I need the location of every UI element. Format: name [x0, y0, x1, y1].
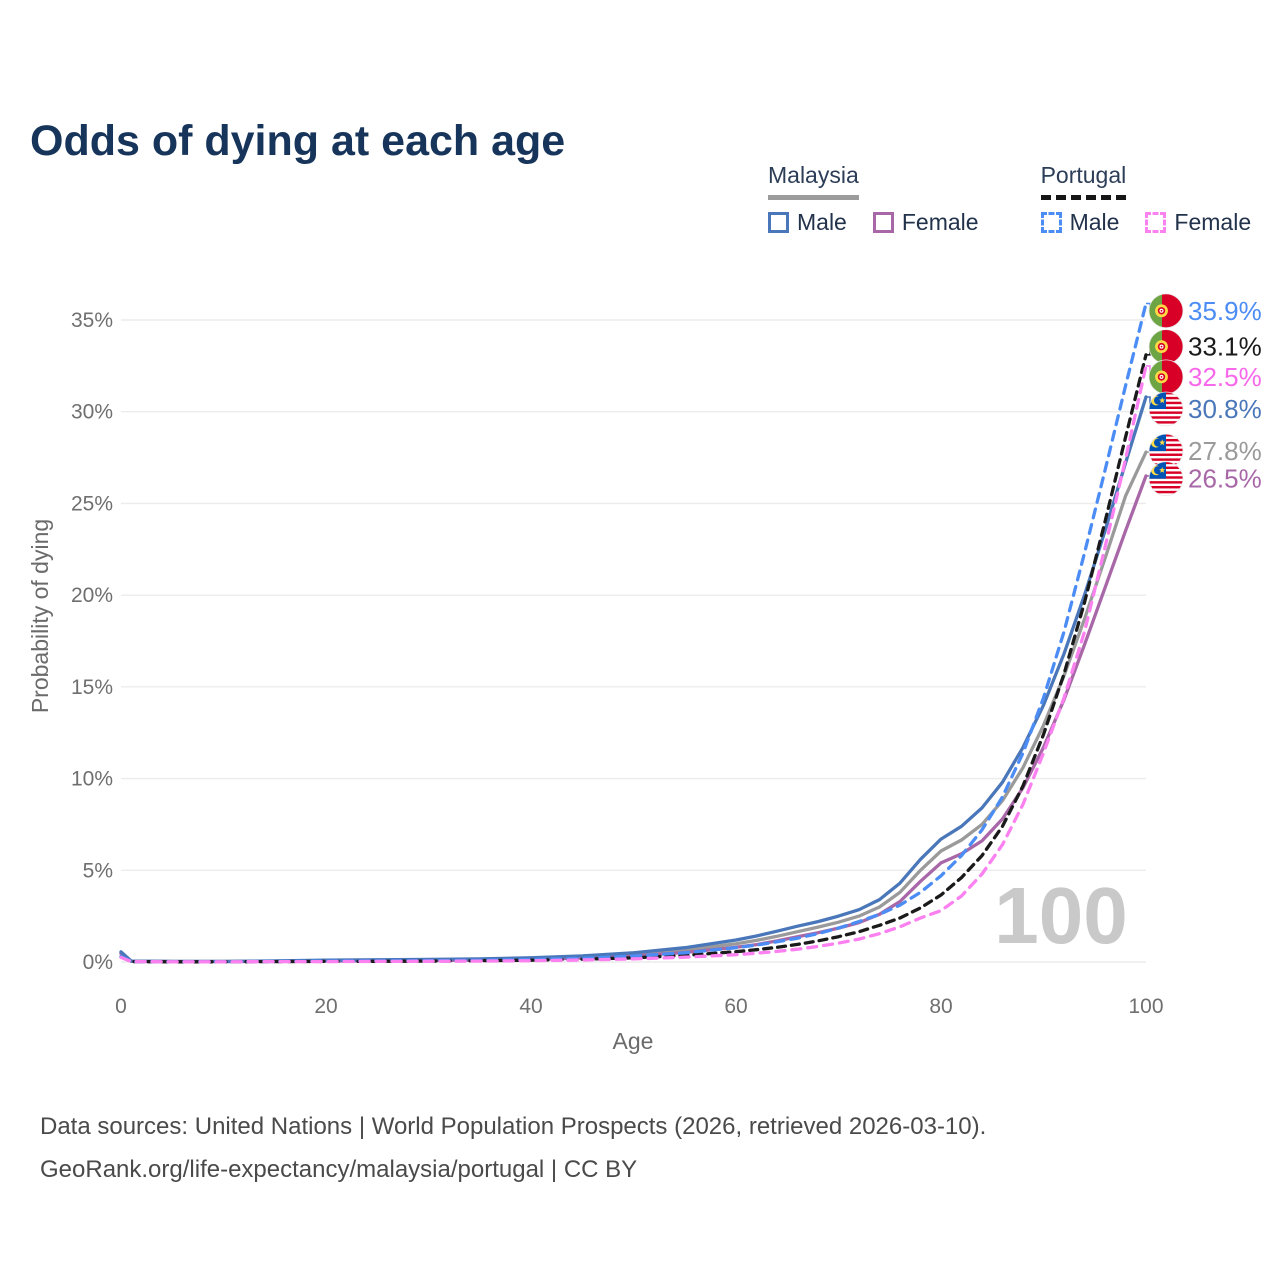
portugal-male-swatch-icon	[1040, 212, 1062, 233]
hovered-age-watermark: 100	[994, 871, 1127, 960]
portugal-female-swatch-icon	[1145, 212, 1167, 233]
malaysia-female-swatch-icon	[872, 212, 894, 233]
series-end-labels: 35.9% 33.1%32.5%30.8% 27.8%26.5%	[1146, 294, 1262, 496]
y-tick-label: 20%	[71, 584, 113, 607]
x-tick-label: 60	[724, 995, 747, 1018]
legend-country-malaysia[interactable]: Malaysia	[768, 162, 859, 200]
y-tick-label: 15%	[71, 676, 113, 699]
legend-item-label: Female	[1174, 209, 1252, 235]
series-line-malaysia-female[interactable]	[119, 474, 1148, 964]
series-line-malaysia-all[interactable]	[119, 450, 1148, 964]
malaysia-flag-icon	[1149, 462, 1183, 496]
end-value-label-portugal-all: 33.1%	[1188, 332, 1262, 362]
end-value-label-malaysia-male: 30.8%	[1188, 394, 1262, 424]
end-value-label-malaysia-all: 27.8%	[1188, 436, 1262, 466]
legend-item-malaysia-male[interactable]: Male	[768, 209, 847, 236]
y-tick-label: 30%	[71, 401, 113, 424]
legend-item-portugal-female[interactable]: Female	[1145, 209, 1251, 236]
malaysia-male-swatch-icon	[768, 212, 789, 233]
data-sources-text: Data sources: United Nations | World Pop…	[40, 1113, 987, 1140]
legend-items-malaysia: Male Female	[768, 209, 979, 236]
x-tick-label: 100	[1128, 995, 1163, 1018]
legend-country-portugal[interactable]: Portugal	[1040, 162, 1127, 200]
footer: Data sources: United Nations | World Pop…	[40, 1106, 986, 1191]
legend-group-portugal: Portugal Male Female	[1040, 162, 1251, 236]
y-axis-tick-labels: 0% 5% 10% 15% 20% 25% 30% 35%	[71, 309, 113, 974]
legend-item-portugal-male[interactable]: Male	[1040, 209, 1120, 236]
y-tick-label: 25%	[71, 492, 113, 515]
x-tick-label: 80	[929, 995, 952, 1018]
series-line-portugal-male[interactable]	[119, 301, 1148, 964]
x-tick-label: 40	[519, 995, 542, 1018]
malaysia-flag-icon	[1149, 392, 1183, 426]
y-axis-label: Probability of dying	[27, 519, 53, 713]
y-tick-label: 0%	[83, 951, 113, 974]
y-tick-label: 35%	[71, 309, 113, 332]
series-lines	[119, 301, 1148, 964]
legend-item-malaysia-female[interactable]: Female	[872, 209, 979, 236]
y-tick-label: 5%	[83, 859, 113, 882]
gridlines	[121, 319, 1146, 963]
page-title: Odds of dying at each age	[30, 116, 566, 165]
x-axis-tick-labels: 0 20 40 60 80 100	[115, 995, 1163, 1018]
portugal-flag-icon	[1149, 294, 1183, 328]
x-axis-label: Age	[613, 1028, 654, 1054]
y-tick-label: 10%	[71, 768, 113, 791]
legend-item-label: Male	[1069, 209, 1120, 235]
series-line-portugal-female[interactable]	[119, 364, 1148, 964]
end-value-label-portugal-male: 35.9%	[1188, 296, 1262, 326]
legend-group-malaysia: Malaysia Male Female	[768, 162, 979, 236]
x-tick-label: 0	[115, 995, 127, 1018]
attribution-text: GeoRank.org/life-expectancy/malaysia/por…	[40, 1155, 638, 1183]
series-line-malaysia-male[interactable]	[119, 395, 1148, 964]
legend: Malaysia Male Female Portugal Male	[768, 162, 1251, 236]
portugal-flag-icon	[1149, 360, 1183, 394]
x-tick-label: 20	[314, 995, 337, 1018]
end-value-label-malaysia-female: 26.5%	[1188, 464, 1262, 494]
end-value-label-portugal-female: 32.5%	[1188, 362, 1262, 392]
legend-item-label: Female	[901, 209, 979, 235]
legend-items-portugal: Male Female	[1040, 209, 1251, 236]
portugal-flag-icon	[1149, 330, 1183, 364]
legend-item-label: Male	[797, 209, 847, 235]
